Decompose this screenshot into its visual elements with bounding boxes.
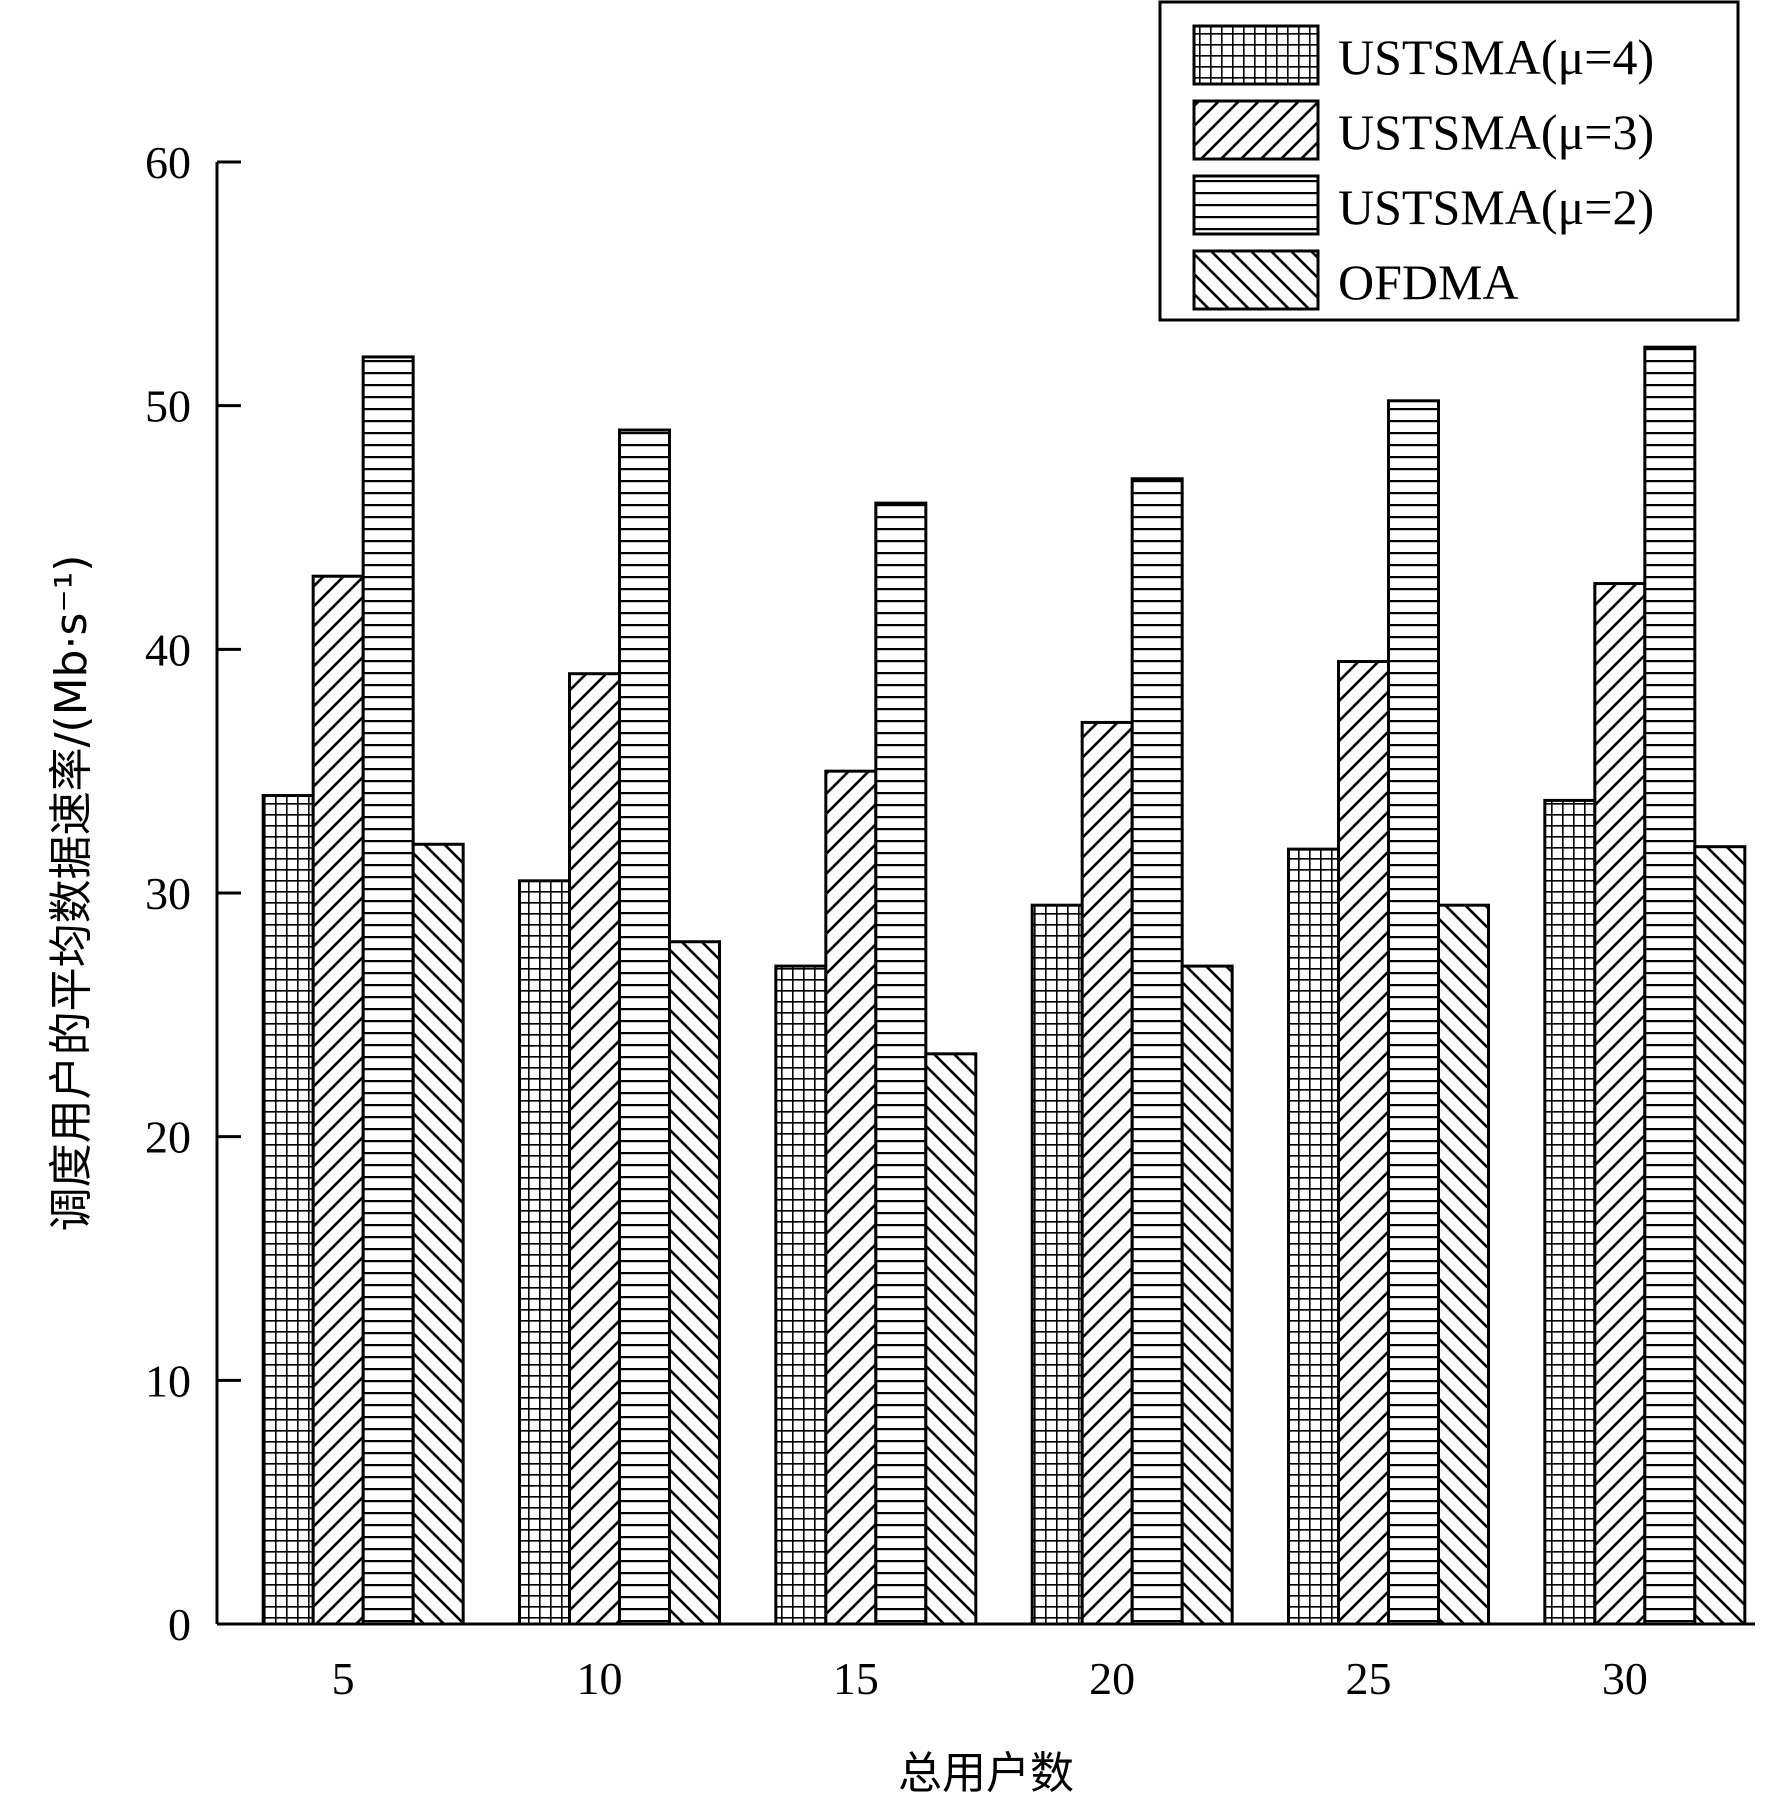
legend-label: USTSMA(μ=4) <box>1338 29 1654 85</box>
y-tick-label: 0 <box>168 1599 191 1650</box>
x-ticks: 5 10 15 20 25 30 <box>332 1653 1648 1704</box>
bar <box>1643 345 1697 1626</box>
legend-swatch <box>1192 24 1320 86</box>
bar <box>311 574 365 1626</box>
bar <box>1437 903 1490 1626</box>
y-tick-label: 40 <box>145 624 191 675</box>
legend: USTSMA(μ=4) USTSMA(μ=3) USTSMA(μ=2) OFDMA <box>1158 0 1740 322</box>
bar <box>1030 903 1084 1626</box>
bar <box>361 355 415 1626</box>
y-tick-label: 10 <box>145 1355 191 1406</box>
bar <box>411 842 465 1626</box>
legend-swatch <box>1192 249 1320 311</box>
legend-label: USTSMA(μ=3) <box>1338 104 1654 160</box>
bar <box>518 879 571 1626</box>
bar <box>1180 964 1234 1626</box>
x-axis-title: 总用户数 <box>898 1748 1074 1799</box>
bar <box>1337 660 1390 1626</box>
bar <box>874 501 928 1626</box>
bar <box>1693 845 1747 1626</box>
bar <box>774 964 828 1626</box>
bar <box>924 1052 978 1626</box>
y-tick-label: 20 <box>145 1112 191 1163</box>
y-tick-label: 30 <box>145 868 191 919</box>
bar <box>824 769 878 1626</box>
bar <box>1287 847 1340 1626</box>
bar <box>1593 582 1647 1626</box>
bars-layer <box>261 345 1747 1626</box>
x-tick-label: 30 <box>1602 1653 1648 1704</box>
y-axis-title: 调度用户的平均数据速率/(Mb·s⁻¹) <box>46 555 97 1232</box>
bar <box>1130 477 1184 1626</box>
legend-swatch <box>1192 99 1320 161</box>
legend-swatch <box>1192 174 1320 236</box>
x-tick-label: 15 <box>833 1653 879 1704</box>
bar <box>1543 798 1597 1626</box>
y-tick-label: 60 <box>145 137 191 188</box>
x-tick-label: 5 <box>332 1653 355 1704</box>
bar <box>1387 399 1440 1626</box>
legend-label: USTSMA(μ=2) <box>1338 179 1654 235</box>
y-tick-label: 50 <box>145 381 191 432</box>
legend-label: OFDMA <box>1338 254 1519 310</box>
bar <box>261 794 315 1626</box>
x-tick-label: 10 <box>577 1653 623 1704</box>
bar <box>1080 720 1134 1626</box>
bar <box>568 672 621 1626</box>
bar <box>618 428 671 1626</box>
axes: 0 10 20 30 40 50 60 5 10 15 20 25 30 <box>145 137 1755 1704</box>
bar <box>668 940 721 1626</box>
y-ticks: 0 10 20 30 40 50 60 <box>145 137 241 1650</box>
x-tick-label: 25 <box>1346 1653 1392 1704</box>
x-tick-label: 20 <box>1089 1653 1135 1704</box>
